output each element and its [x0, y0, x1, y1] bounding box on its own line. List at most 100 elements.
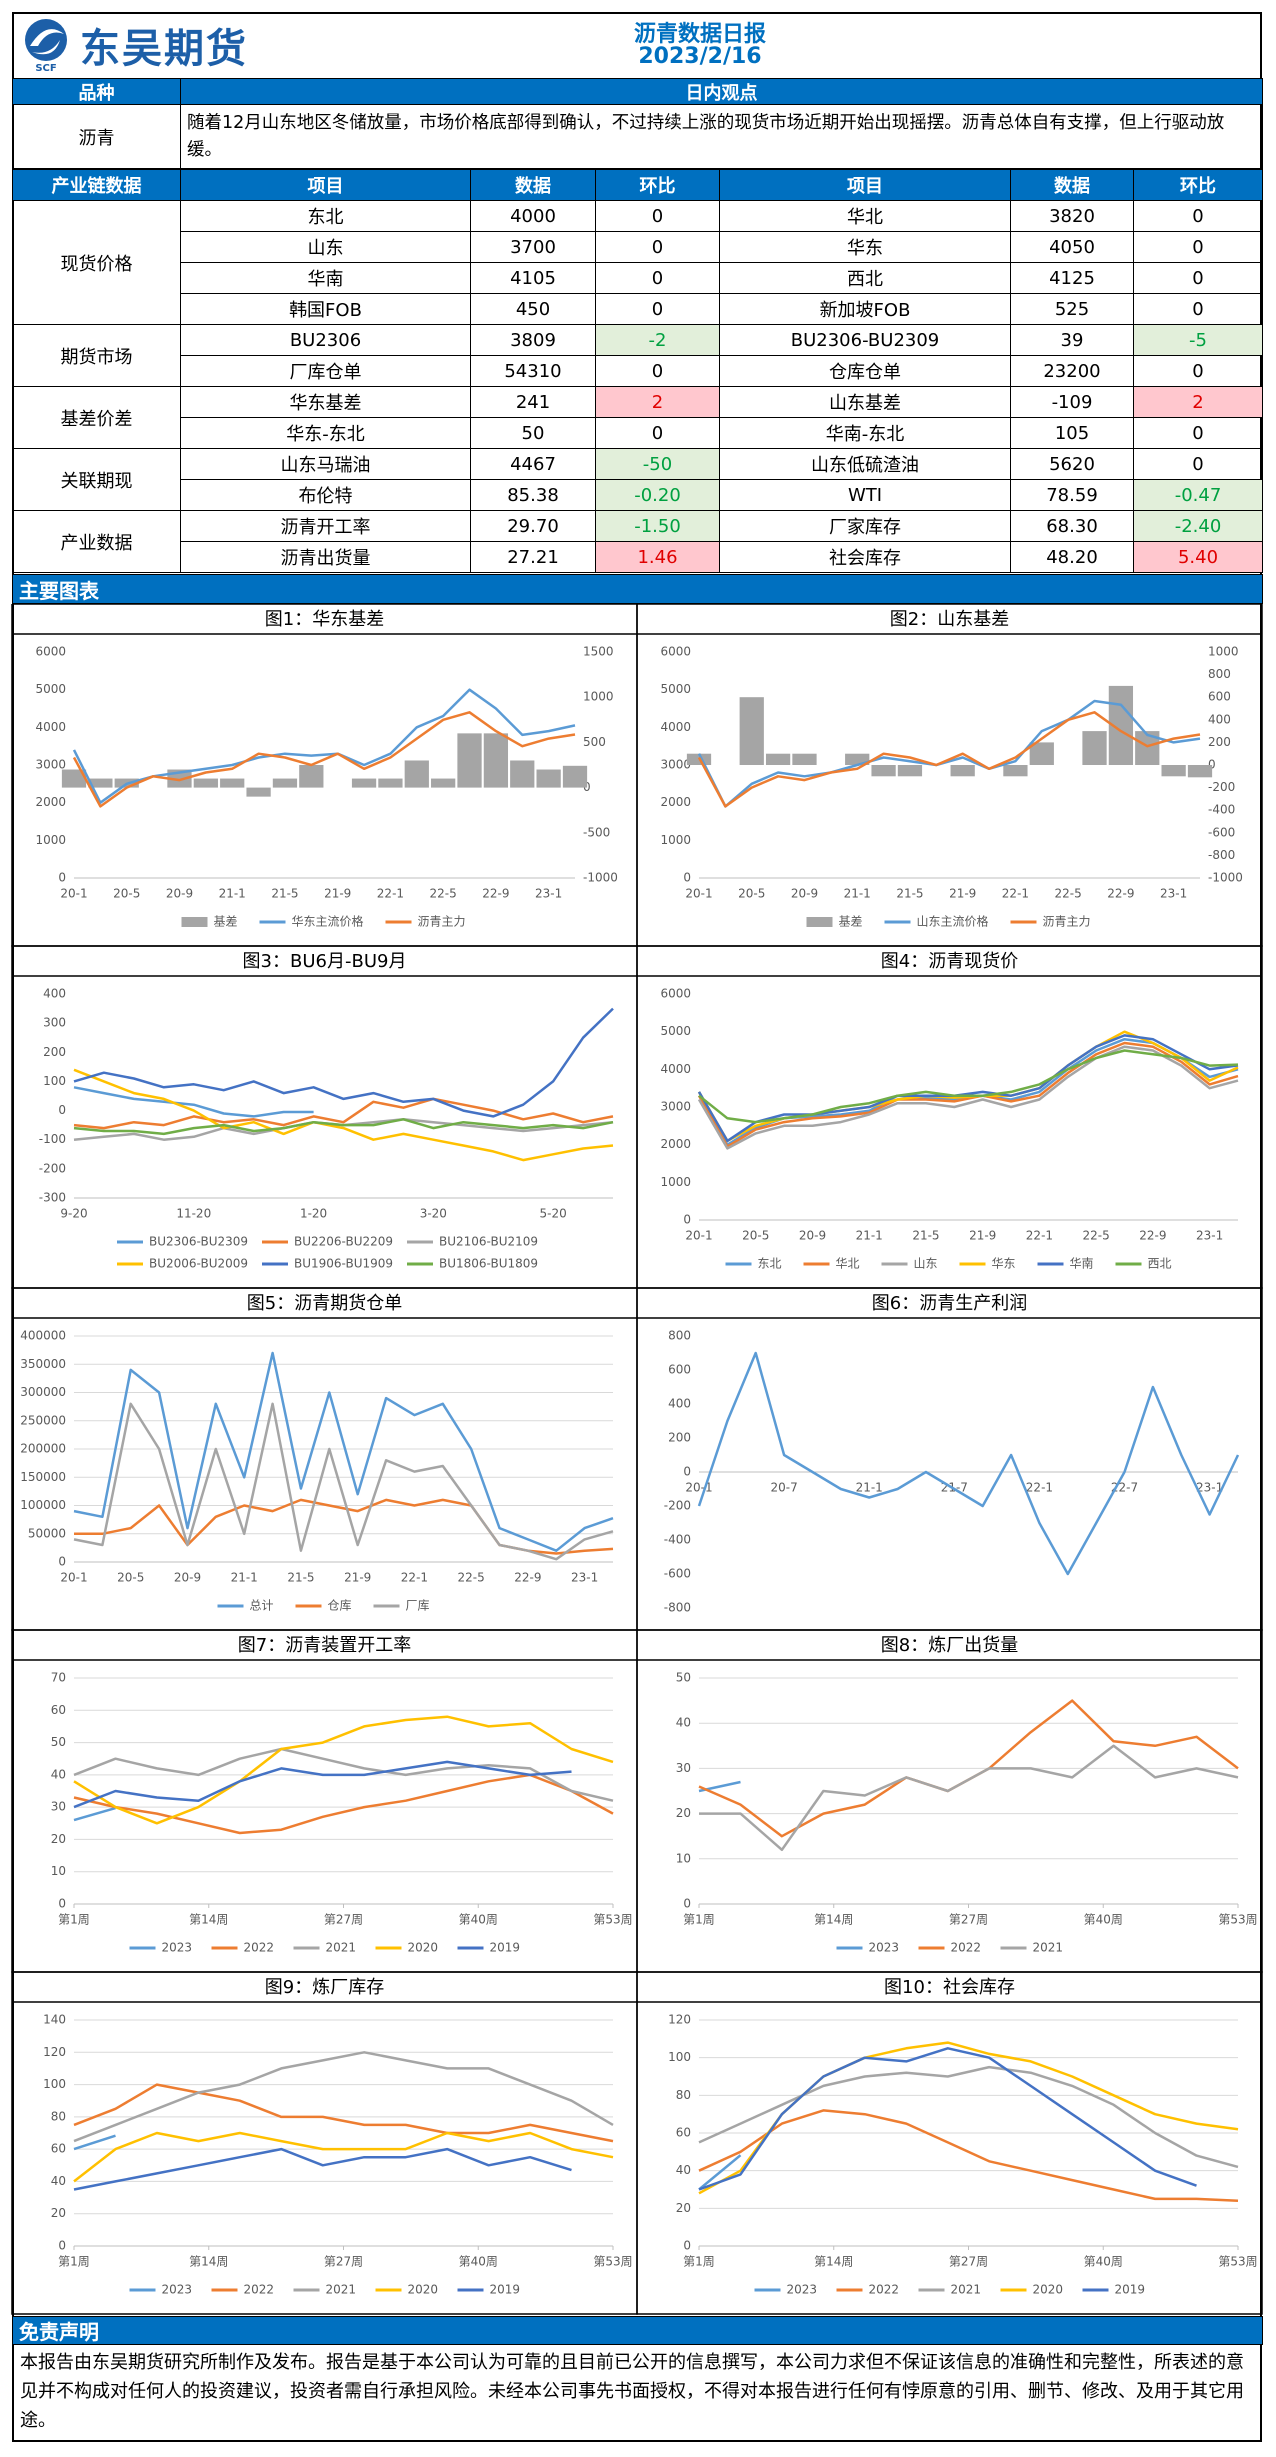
- y-tick-label: 80: [676, 2088, 691, 2102]
- line: [697, 1034, 1239, 1143]
- legend-label: 2021: [326, 1941, 357, 1955]
- table-cell: 布伦特: [180, 479, 471, 511]
- y2-tick-label: -500: [583, 825, 610, 839]
- y-tick-label: 5000: [660, 682, 691, 696]
- x-tick-label: 第14周: [814, 1913, 853, 1927]
- line: [73, 2051, 614, 2143]
- x-tick-label: 20-9: [791, 887, 818, 901]
- x-tick-label: 第1周: [58, 2255, 90, 2269]
- bar: [378, 778, 403, 788]
- line: [73, 1007, 614, 1118]
- group-name: 关联期现: [12, 448, 181, 511]
- legend-label: BU2206-BU2209: [294, 1235, 393, 1249]
- y-tick-label: 60: [51, 1703, 66, 1717]
- y-tick-label: 120: [668, 2013, 691, 2027]
- x-tick-label: 22-9: [1107, 887, 1134, 901]
- y2-tick-label: 0: [1208, 758, 1216, 772]
- x-tick-label: 22-9: [514, 1571, 541, 1585]
- y-tick-label: 80: [51, 2109, 66, 2123]
- bar: [272, 778, 298, 788]
- table-cell: -50: [595, 448, 720, 480]
- x-tick-label: 20-1: [685, 1481, 712, 1495]
- y-tick-label: 0: [58, 1555, 66, 1569]
- line: [73, 1747, 614, 1802]
- bar: [562, 765, 588, 788]
- table-header: 环比: [1133, 169, 1263, 201]
- y-tick-label: 400: [43, 987, 66, 1001]
- table-cell: 西北: [719, 262, 1011, 294]
- table-cell: 华东基差: [180, 386, 471, 418]
- line: [73, 2083, 614, 2143]
- bar: [351, 778, 377, 788]
- panel: [11, 1287, 638, 1631]
- table-header: 产业链数据: [12, 169, 181, 201]
- line: [72, 688, 576, 804]
- table-cell: 4467: [470, 448, 596, 480]
- table-cell: 华北: [719, 200, 1011, 232]
- legend-label: 基差: [839, 915, 863, 929]
- panel: [636, 1287, 1263, 1631]
- line: [698, 2065, 1239, 2169]
- line: [73, 1715, 614, 1825]
- group-name: 现货价格: [12, 200, 181, 325]
- line: [699, 1744, 1239, 1852]
- charts: 图1：华东基差0100020003000400050006000-1000-50…: [11, 604, 1263, 2315]
- group-name: 期货市场: [12, 324, 181, 387]
- table-cell: 68.30: [1010, 510, 1134, 542]
- table-cell: 3700: [470, 231, 596, 263]
- y-tick-label: 100000: [20, 1498, 66, 1512]
- x-tick-label: 23-1: [1196, 1229, 1223, 1243]
- table-cell: 5620: [1010, 448, 1134, 480]
- chart-title: 图3：BU6月-BU9月: [243, 951, 407, 972]
- legend-label: 2020: [408, 2283, 439, 2297]
- bar: [483, 733, 509, 788]
- y-tick-label: 20: [676, 1806, 691, 1820]
- table-cell: 沥青开工率: [180, 510, 471, 542]
- table-cell: 0: [595, 293, 720, 325]
- chart-title: 图7：沥青装置开工率: [238, 1635, 411, 1656]
- bar: [299, 765, 324, 788]
- chart-title: 图10：社会库存: [884, 1977, 1015, 1998]
- y-tick-label: 50: [676, 1671, 691, 1685]
- x-tick-label: 22-1: [1002, 887, 1029, 901]
- legend-label: 西北: [1148, 1257, 1172, 1271]
- table-cell: 东北: [180, 200, 471, 232]
- y-tick-label: 40: [676, 2163, 691, 2177]
- bar: [950, 765, 975, 777]
- y-tick-label: 2000: [660, 1137, 691, 1151]
- line: [73, 1086, 314, 1118]
- x-tick-label: 第1周: [58, 1913, 90, 1927]
- x-tick-label: 21-1: [844, 887, 871, 901]
- x-tick-label: 21-5: [896, 887, 923, 901]
- bar: [536, 769, 561, 788]
- section-bar: 主要图表: [12, 574, 1263, 604]
- y-tick-label: 4000: [660, 720, 691, 734]
- bar: [1187, 765, 1213, 778]
- legend-label: 华北: [836, 1257, 860, 1271]
- legend-label: BU2306-BU2309: [149, 1235, 248, 1249]
- y-tick-label: 0: [58, 2239, 66, 2253]
- table-cell: 525: [1010, 293, 1134, 325]
- chart-title: 图5：沥青期货仓单: [247, 1293, 402, 1314]
- table-cell: 1.46: [595, 541, 720, 573]
- y-tick-label: 200000: [20, 1442, 66, 1456]
- y-tick-label: 200: [668, 1431, 691, 1445]
- y2-tick-label: 400: [1208, 712, 1231, 726]
- y-tick-label: 3000: [35, 758, 66, 772]
- table-cell: 4105: [470, 262, 596, 294]
- line: [698, 2154, 742, 2191]
- bar: [845, 753, 870, 765]
- legend-label: 2021: [951, 2283, 982, 2297]
- y-tick-label: 20: [51, 2206, 66, 2220]
- y2-tick-label: -1000: [1208, 871, 1243, 885]
- table-cell: 4000: [470, 200, 596, 232]
- y-tick-label: 120: [43, 2045, 66, 2059]
- legend-label: 仓库: [328, 1598, 352, 1613]
- x-tick-label: 21-9: [344, 1571, 371, 1585]
- table-cell: 韩国FOB: [180, 293, 471, 325]
- table-cell: 华南-东北: [719, 417, 1011, 449]
- legend-label: 华南: [1070, 1256, 1094, 1271]
- x-tick-label: 23-1: [1160, 887, 1187, 901]
- x-tick-label: 1-20: [300, 1207, 327, 1221]
